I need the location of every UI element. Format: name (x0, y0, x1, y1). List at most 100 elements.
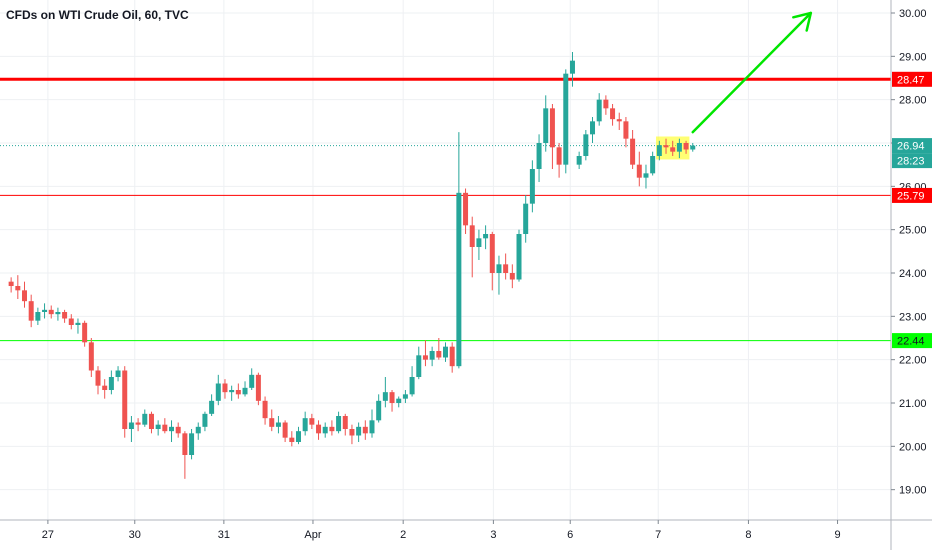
level-price-badge (892, 187, 932, 203)
y-tick-label: 20.00 (899, 441, 927, 453)
candle-body (476, 238, 482, 247)
candle-body (342, 416, 348, 429)
candle-body (569, 60, 575, 74)
x-axis-ticks: 27 30 31 Apr 2 3 6 7 8 9 (42, 520, 841, 541)
x-tick-label: 8 (745, 529, 751, 541)
candle-body (590, 121, 596, 135)
x-tick-label: 3 (490, 529, 496, 541)
candle-body (469, 225, 475, 247)
chart-title: CFDs on WTI Crude Oil, 60, TVC (6, 8, 189, 22)
y-tick-label: 28.00 (899, 95, 927, 107)
y-tick-label: 23.00 (899, 311, 927, 323)
x-tick-label: 9 (834, 529, 840, 541)
candle-body (436, 351, 442, 358)
candle-body (449, 346, 455, 367)
candle-body (269, 418, 275, 427)
candle-body (362, 426, 368, 434)
candle-body (302, 418, 308, 432)
candle-body (463, 192, 469, 226)
candle-body (316, 424, 322, 434)
candle-body (636, 164, 642, 178)
candle-body (82, 322, 88, 343)
candle-body (215, 383, 221, 401)
candle-body (102, 385, 108, 390)
candle-body (656, 145, 662, 156)
candle-body (169, 426, 175, 432)
y-tick-label: 29.00 (899, 51, 927, 63)
candle-body (623, 121, 629, 139)
candle-body (663, 145, 669, 148)
last-price-badge-label: 26.94 (897, 141, 925, 153)
y-tick-label: 24.00 (899, 268, 927, 280)
candle-body (549, 108, 555, 148)
candle-body (536, 143, 542, 169)
candle-body (356, 426, 362, 436)
candle-body (369, 420, 375, 434)
candle-body (189, 433, 195, 455)
candle-body (610, 108, 616, 120)
candle-body (376, 400, 382, 421)
last-price-badge (892, 138, 932, 154)
candle-body (142, 413, 148, 425)
candle-body (396, 398, 402, 403)
candle-body (162, 424, 168, 432)
candle-body (596, 99, 602, 122)
candle-body (563, 73, 569, 165)
candle-body (483, 234, 489, 239)
arrow-layer (691, 11, 813, 134)
candle-body (95, 370, 101, 386)
candle-body (576, 156, 582, 165)
candle-body (583, 134, 589, 156)
candle-body (48, 309, 54, 315)
candle-body (22, 290, 28, 302)
x-tick-label: Apr (304, 529, 321, 541)
level-price-badge-label: 25.79 (897, 190, 925, 202)
candle-body (543, 108, 549, 143)
y-tick-label: 30.00 (899, 8, 927, 20)
candle-body (175, 426, 181, 434)
candle-body (62, 312, 68, 319)
candle-body (122, 370, 128, 429)
y-tick-label: 19.00 (899, 485, 927, 497)
x-tick-label: 7 (655, 529, 661, 541)
candle-body (242, 387, 248, 395)
x-tick-label: 31 (218, 529, 230, 541)
level-price-badge (892, 333, 932, 349)
x-tick-label: 27 (42, 529, 54, 541)
candle-body (409, 377, 415, 395)
x-tick-label: 30 (129, 529, 141, 541)
candle-body (489, 234, 495, 273)
price-badges: 28.47 25.79 22.44 26.94 28:23 (892, 71, 932, 349)
y-tick-label: 22.00 (899, 355, 927, 367)
candle-body (135, 422, 141, 425)
candle-body (55, 312, 61, 315)
candle-body (416, 355, 422, 377)
candle-body (35, 312, 41, 321)
candle-body (329, 426, 335, 432)
level-price-badge-label: 22.44 (897, 336, 925, 348)
candle-body (509, 273, 515, 280)
candle-body (336, 416, 342, 432)
candle-body (523, 203, 529, 234)
candle-body (349, 429, 355, 436)
candle-body (222, 383, 228, 393)
candle-body (443, 346, 448, 358)
candle-body (28, 301, 34, 321)
candle-body (683, 143, 689, 150)
candle-body (402, 394, 408, 399)
level-price-badge (892, 71, 932, 87)
candle-body (282, 422, 288, 438)
candle-body (15, 286, 21, 291)
candle-body (690, 145, 696, 150)
y-axis-ticks: 19.0020.0021.0022.0023.0024.0025.0026.00… (891, 8, 927, 497)
candle-body (422, 355, 428, 360)
candle-body (68, 318, 74, 325)
candle-body (309, 418, 315, 425)
candle-body (429, 351, 435, 360)
candle-body (249, 374, 255, 388)
x-tick-label: 2 (400, 529, 406, 541)
horizontal-levels (0, 77, 891, 342)
